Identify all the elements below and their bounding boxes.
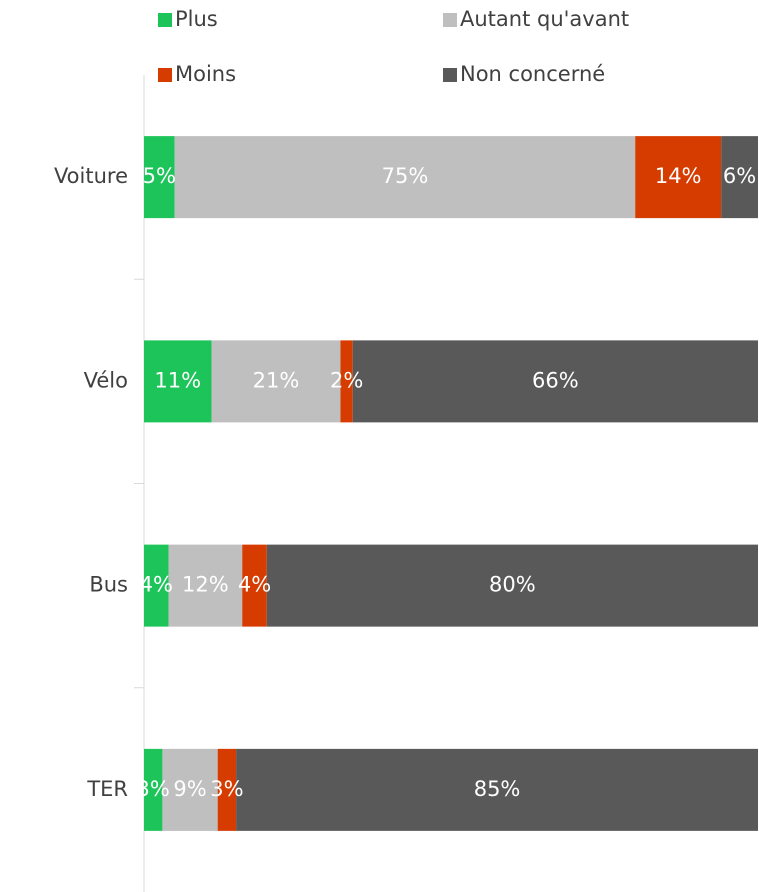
category-label: TER bbox=[86, 777, 128, 801]
data-label: 75% bbox=[382, 164, 429, 188]
legend-swatch bbox=[158, 13, 172, 27]
data-label: 11% bbox=[154, 368, 201, 392]
bar-segment bbox=[144, 544, 169, 627]
data-label: 3% bbox=[137, 777, 170, 801]
bar-segment bbox=[162, 748, 218, 831]
data-label: 12% bbox=[182, 573, 229, 597]
legend-swatch bbox=[443, 68, 457, 82]
category-label: Vélo bbox=[84, 368, 128, 392]
data-label: 3% bbox=[210, 777, 243, 801]
bar-segment bbox=[211, 340, 341, 423]
bar-segment bbox=[635, 136, 722, 219]
category-label: Voiture bbox=[54, 164, 128, 188]
legend-swatch bbox=[443, 13, 457, 27]
data-label: 4% bbox=[238, 573, 271, 597]
data-label: 85% bbox=[474, 777, 521, 801]
data-label: 66% bbox=[532, 368, 579, 392]
bar-segment bbox=[352, 340, 758, 423]
bar-segment bbox=[144, 340, 212, 423]
bar-segment bbox=[174, 136, 636, 219]
bar-segment bbox=[168, 544, 243, 627]
data-label: 21% bbox=[253, 368, 300, 392]
data-label: 6% bbox=[723, 164, 756, 188]
legend-label: Autant qu'avant bbox=[460, 7, 629, 31]
data-label: 2% bbox=[330, 368, 363, 392]
data-label: 14% bbox=[655, 164, 702, 188]
data-label: 5% bbox=[143, 164, 176, 188]
bar-segment bbox=[236, 748, 759, 831]
bar-segment bbox=[266, 544, 758, 627]
category-label: Bus bbox=[89, 573, 128, 597]
data-label: 4% bbox=[140, 573, 173, 597]
legend-swatch bbox=[158, 68, 172, 82]
bar-segment bbox=[340, 340, 353, 423]
legend-label: Plus bbox=[175, 7, 218, 31]
bar-segment bbox=[721, 136, 758, 219]
legend-label: Moins bbox=[175, 62, 236, 86]
data-label: 9% bbox=[173, 777, 206, 801]
bar-segment bbox=[144, 748, 163, 831]
data-label: 80% bbox=[489, 573, 536, 597]
bar-segment bbox=[242, 544, 267, 627]
legend-label: Non concerné bbox=[460, 62, 605, 86]
bar-segment bbox=[144, 136, 175, 219]
bar-segment bbox=[217, 748, 237, 831]
